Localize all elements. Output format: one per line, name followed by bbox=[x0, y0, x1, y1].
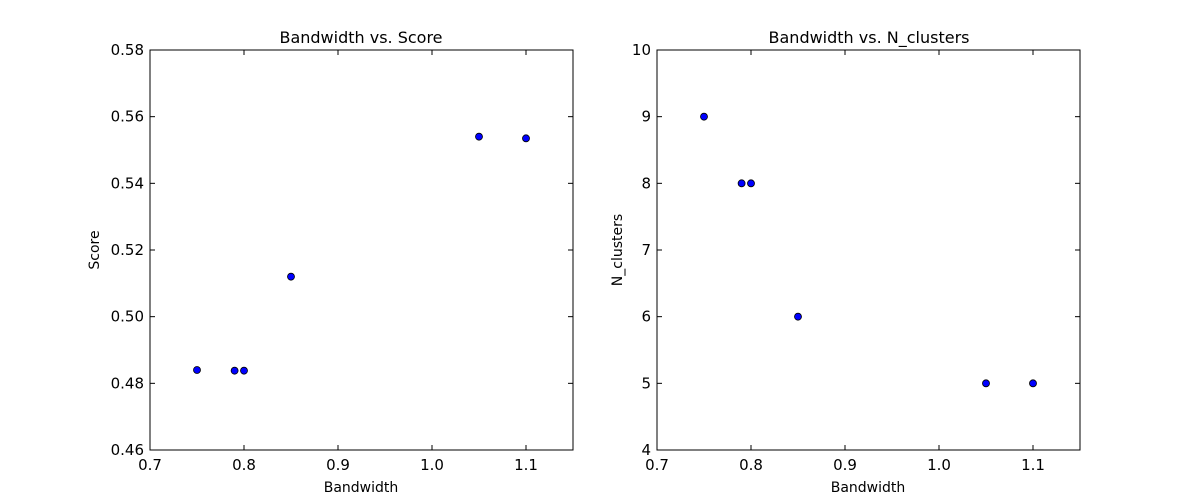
y-tick-label: 10 bbox=[632, 41, 651, 59]
x-axis-label: Bandwidth bbox=[324, 480, 399, 496]
data-point bbox=[1029, 379, 1037, 388]
y-tick-label: 0.50 bbox=[111, 308, 144, 326]
y-axis-label: N_clusters bbox=[610, 214, 626, 286]
y-tick-label: 0.54 bbox=[111, 174, 144, 192]
axis-ticks: 0.7 0.8 0.9 1.0 1.1 0.46 0.48 0.50 0.52 0.54 0.56 0… bbox=[111, 41, 573, 474]
x-tick-label: 0.7 bbox=[138, 456, 162, 474]
data-point bbox=[522, 134, 530, 143]
x-tick-label: 1.1 bbox=[1021, 456, 1045, 474]
data-point bbox=[794, 312, 802, 321]
y-tick-label: 8 bbox=[641, 174, 651, 192]
y-tick-label: 6 bbox=[641, 308, 651, 326]
y-tick-label: 0.46 bbox=[111, 441, 144, 459]
nclusters-scatter-panel: Bandwidth vs. N_clusters Bandwidth N_clu… bbox=[610, 28, 1081, 496]
y-tick-label: 7 bbox=[641, 241, 651, 259]
y-tick-label: 9 bbox=[641, 108, 651, 126]
y-tick-label: 5 bbox=[641, 374, 651, 392]
y-tick-label: 0.48 bbox=[111, 374, 144, 392]
data-points bbox=[193, 132, 530, 375]
x-axis-label: Bandwidth bbox=[831, 480, 906, 496]
y-axis-label: Score bbox=[87, 230, 103, 269]
y-tick-label: 0.56 bbox=[111, 108, 144, 126]
plot-frame bbox=[149, 49, 574, 451]
x-tick-label: 0.9 bbox=[833, 456, 857, 474]
data-point bbox=[240, 366, 248, 375]
data-point bbox=[230, 366, 239, 375]
y-tick-label: 0.58 bbox=[111, 41, 144, 59]
x-tick-label: 0.9 bbox=[326, 456, 350, 474]
plot-frame bbox=[656, 49, 1081, 451]
x-tick-label: 1.0 bbox=[420, 456, 444, 474]
chart-title: Bandwidth vs. Score bbox=[279, 28, 442, 47]
data-point bbox=[700, 112, 708, 121]
data-point bbox=[737, 179, 746, 188]
x-tick-label: 1.1 bbox=[514, 456, 538, 474]
x-tick-label: 0.7 bbox=[645, 456, 669, 474]
score-scatter-panel: Bandwidth vs. Score Bandwidth Score 0.7 0… bbox=[87, 28, 574, 496]
axis-ticks: 0.7 0.8 0.9 1.0 1.1 4 5 6 7 8 9 10 bbox=[632, 41, 1080, 474]
x-tick-label: 0.8 bbox=[739, 456, 763, 474]
data-point bbox=[475, 132, 483, 141]
y-tick-label: 4 bbox=[641, 441, 651, 459]
x-tick-label: 0.8 bbox=[232, 456, 256, 474]
data-point bbox=[287, 272, 295, 281]
y-tick-label: 0.52 bbox=[111, 241, 144, 259]
data-points bbox=[700, 112, 1037, 388]
chart-title: Bandwidth vs. N_clusters bbox=[769, 28, 970, 48]
x-tick-label: 1.0 bbox=[927, 456, 951, 474]
data-point bbox=[747, 179, 755, 188]
data-point bbox=[982, 379, 990, 388]
data-point bbox=[193, 366, 201, 374]
